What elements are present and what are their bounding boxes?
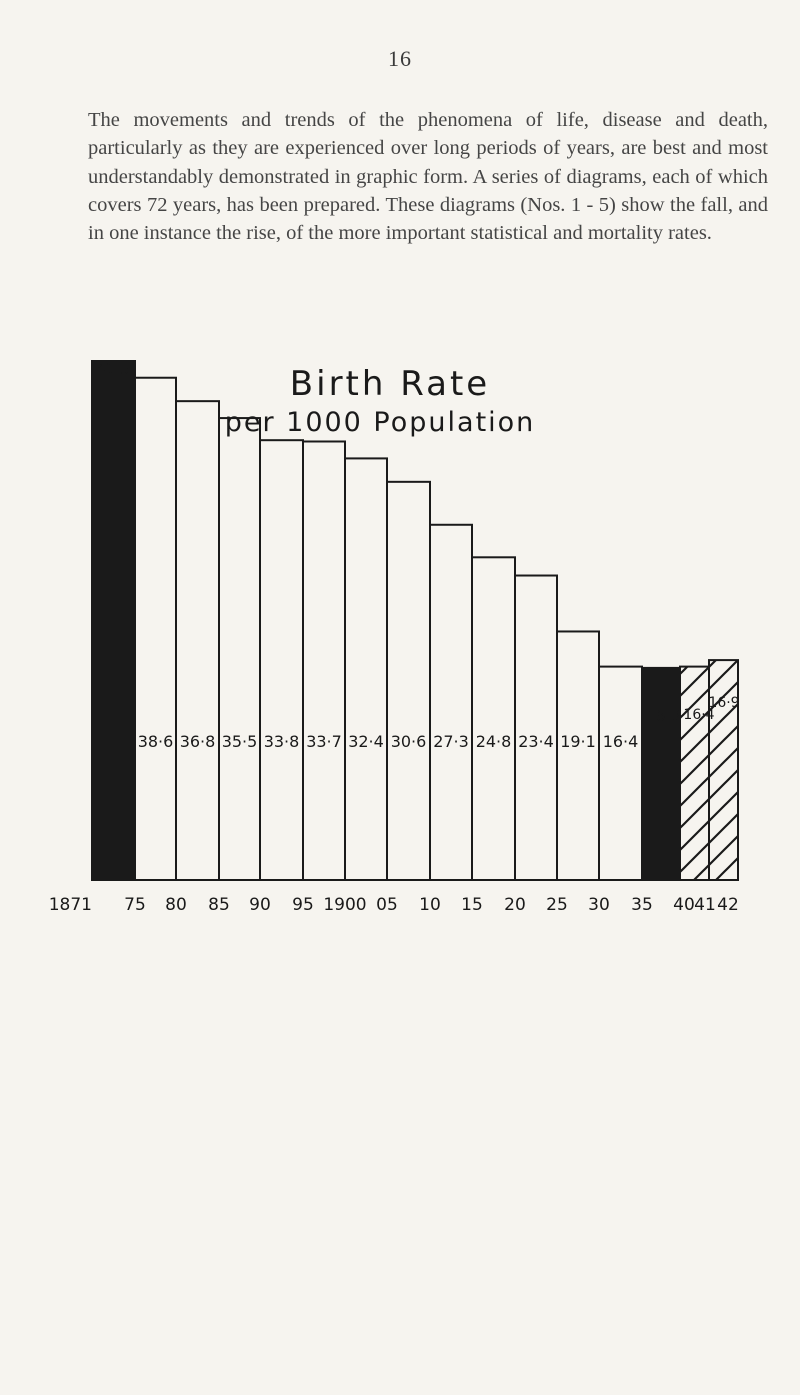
bar-value-label: 32·4 bbox=[348, 732, 384, 751]
x-tick-label: 41 bbox=[694, 895, 716, 915]
x-tick-label: 95 bbox=[292, 895, 314, 915]
bar-value-label: 16·3 bbox=[645, 706, 681, 725]
x-tick-label: 15 bbox=[461, 895, 483, 915]
bar-value-label: 16·4 bbox=[603, 732, 639, 751]
bar-value-label: 16·9 bbox=[708, 695, 739, 711]
x-tick-label: 75 bbox=[124, 895, 146, 915]
x-tick-label: 35 bbox=[631, 895, 653, 915]
bar-1936-40 bbox=[641, 666, 681, 882]
bar-1921-25 bbox=[514, 574, 558, 881]
x-tick-label: 85 bbox=[208, 895, 230, 915]
chart-subtitle: per 1000 Population bbox=[225, 407, 536, 438]
bar-value-label: 30·6 bbox=[391, 732, 427, 751]
bar-1886-90 bbox=[218, 417, 261, 881]
bar-1911-15 bbox=[429, 523, 473, 881]
birth-rate-chart: Birth Rate per 1000 Population 41·5 38·6 3… bbox=[49, 360, 740, 915]
bar-value-label: 23·4 bbox=[518, 732, 554, 751]
bar-1906-10 bbox=[386, 480, 431, 881]
intro-paragraph: The movements and trends of the phenomen… bbox=[88, 109, 768, 245]
bar-1881-85 bbox=[175, 400, 220, 882]
x-tick-label: 90 bbox=[249, 895, 271, 915]
bar-1891-95 bbox=[259, 439, 304, 881]
x-tick-label: 30 bbox=[588, 895, 610, 915]
x-tick-label: 25 bbox=[546, 895, 568, 915]
page-number: 16 bbox=[388, 46, 412, 71]
bar-value-label: 38·6 bbox=[138, 732, 174, 751]
bar-1871-75 bbox=[91, 360, 136, 881]
bar-1876-80 bbox=[134, 376, 177, 881]
bar-1931-35 bbox=[598, 665, 643, 881]
bar-1926-30 bbox=[556, 630, 600, 881]
bar-value-label: 16·4 bbox=[683, 707, 714, 723]
x-tick-label: 80 bbox=[165, 895, 187, 915]
bar-value-label: 19·1 bbox=[560, 732, 596, 751]
bar-1941 bbox=[679, 665, 710, 881]
x-tick-label: 1871 bbox=[49, 895, 92, 915]
bar-1896-1900 bbox=[302, 440, 346, 881]
bar-value-label: 33·7 bbox=[306, 732, 342, 751]
x-tick-label: 1900 bbox=[323, 895, 366, 915]
bar-value-label: 41·5 bbox=[96, 360, 129, 378]
x-tick-label: 05 bbox=[376, 895, 398, 915]
bar-value-label: 33·8 bbox=[264, 732, 300, 751]
bar-1916-20 bbox=[471, 556, 516, 881]
x-tick-label: 20 bbox=[504, 895, 526, 915]
x-tick-label: 42 bbox=[717, 895, 739, 915]
bar-value-label: 35·5 bbox=[222, 732, 258, 751]
bar-1942 bbox=[708, 659, 739, 881]
x-tick-label: 40 bbox=[673, 895, 695, 915]
x-tick-label: 10 bbox=[419, 895, 441, 915]
bar-1901-05 bbox=[344, 457, 388, 881]
bar-value-label: 27·3 bbox=[433, 732, 469, 751]
chart-title: Birth Rate bbox=[290, 364, 490, 404]
bar-value-label: 24·8 bbox=[476, 732, 512, 751]
bar-value-label: 36·8 bbox=[180, 732, 216, 751]
